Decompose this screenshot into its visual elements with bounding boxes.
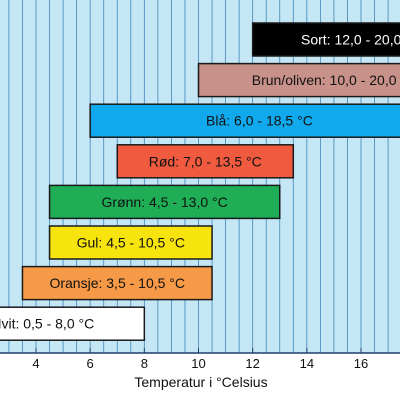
x-tick-label: 16 <box>354 356 368 371</box>
x-tick-label: 6 <box>87 356 94 371</box>
range-bar <box>0 306 146 341</box>
x-axis-title: Temperatur i °Celsius <box>134 374 267 390</box>
bar-label: Gul: 4,5 - 10,5 °C <box>77 235 185 251</box>
bar-label: Oransje: 3,5 - 10,5 °C <box>49 275 185 291</box>
bar-group: Blå: 6,0 - 18,5 °C <box>89 103 400 138</box>
x-tick-label: 4 <box>32 356 39 371</box>
range-bar <box>48 184 281 220</box>
bar-label: Blå: 6,0 - 18,5 °C <box>206 113 313 129</box>
range-bar <box>197 62 400 98</box>
x-ticks: 4 6 8 10 12 14 16 <box>32 348 368 371</box>
bar-group: Brun/oliven: 10,0 - 20,0 °C <box>197 62 400 98</box>
x-tick-label: 8 <box>141 356 148 371</box>
bar-label: Grønn: 4,5 - 13,0 °C <box>102 194 228 210</box>
bar-label: Brun/oliven: 10,0 - 20,0 °C <box>252 72 400 88</box>
bar-label: Sort: 12,0 - 20,0 °C <box>301 32 400 48</box>
bars: Sort: 12,0 - 20,0 °C Brun/oliven: 10,0 - … <box>0 22 400 341</box>
bar-group: Oransje: 3,5 - 10,5 °C <box>21 265 213 301</box>
range-bar <box>116 144 295 179</box>
x-tick-label: 14 <box>300 356 314 371</box>
bar-group: Grønn: 4,5 - 13,0 °C <box>48 184 281 220</box>
bar-group: Hvit: 0,5 - 8,0 °C <box>0 306 146 341</box>
range-bar <box>251 22 400 57</box>
range-bar <box>89 103 400 138</box>
range-bar <box>21 265 213 301</box>
bar-group: Rød: 7,0 - 13,5 °C <box>116 144 295 179</box>
x-tick-label: 12 <box>245 356 259 371</box>
x-tick-label: 10 <box>191 356 205 371</box>
bar-label: Rød: 7,0 - 13,5 °C <box>149 153 262 169</box>
bar-group: Sort: 12,0 - 20,0 °C <box>251 22 400 57</box>
range-bar <box>48 225 213 260</box>
bar-group: Gul: 4,5 - 10,5 °C <box>48 225 213 260</box>
bar-label: Hvit: 0,5 - 8,0 °C <box>0 316 94 332</box>
